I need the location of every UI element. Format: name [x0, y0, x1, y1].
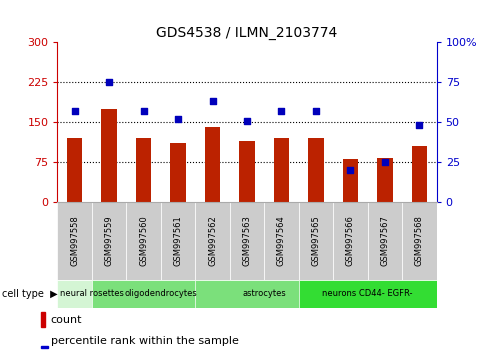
Text: GSM997566: GSM997566 [346, 215, 355, 266]
Bar [205, 127, 220, 202]
Bar [308, 138, 324, 202]
Point [174, 116, 182, 122]
Text: GSM997558: GSM997558 [70, 215, 79, 266]
Title: GDS4538 / ILMN_2103774: GDS4538 / ILMN_2103774 [156, 26, 338, 40]
Point [277, 108, 285, 114]
Bar [92, 280, 230, 308]
Bar [57, 280, 126, 308]
Text: GSM997559: GSM997559 [105, 215, 114, 266]
Bar [126, 202, 161, 280]
Bar [67, 138, 82, 202]
Point [209, 98, 217, 104]
Text: GSM997565: GSM997565 [311, 215, 320, 266]
Bar [230, 202, 264, 280]
Point [381, 159, 389, 165]
Bar [299, 202, 333, 280]
Bar [412, 146, 427, 202]
Bar [161, 202, 195, 280]
Bar [170, 143, 186, 202]
Bar [57, 202, 92, 280]
Bar [377, 158, 393, 202]
Bar [368, 202, 402, 280]
Bar [402, 202, 437, 280]
Text: neural rosettes: neural rosettes [60, 289, 124, 298]
Point [346, 167, 354, 173]
Bar [136, 138, 151, 202]
Text: GSM997567: GSM997567 [380, 215, 389, 266]
Text: astrocytes: astrocytes [243, 289, 286, 298]
Bar [92, 202, 126, 280]
Bar [40, 312, 45, 327]
Text: count: count [50, 315, 82, 325]
Bar [333, 202, 368, 280]
Text: GSM997568: GSM997568 [415, 215, 424, 266]
Text: GSM997564: GSM997564 [277, 215, 286, 266]
Text: cell type  ▶: cell type ▶ [2, 289, 57, 299]
Text: GSM997561: GSM997561 [174, 215, 183, 266]
Bar [101, 109, 117, 202]
Point [140, 108, 148, 114]
Point [312, 108, 320, 114]
Text: oligodendrocytes: oligodendrocytes [124, 289, 197, 298]
Bar [40, 347, 48, 348]
Bar [299, 280, 437, 308]
Text: neurons CD44- EGFR-: neurons CD44- EGFR- [322, 289, 413, 298]
Text: GSM997563: GSM997563 [243, 215, 251, 266]
Bar [239, 141, 255, 202]
Point [415, 122, 423, 128]
Bar [264, 202, 299, 280]
Text: percentile rank within the sample: percentile rank within the sample [50, 336, 239, 346]
Bar [343, 159, 358, 202]
Bar [195, 202, 230, 280]
Text: GSM997562: GSM997562 [208, 215, 217, 266]
Bar [195, 280, 333, 308]
Point [71, 108, 79, 114]
Bar [274, 138, 289, 202]
Point [105, 80, 113, 85]
Text: GSM997560: GSM997560 [139, 215, 148, 266]
Point [243, 118, 251, 123]
